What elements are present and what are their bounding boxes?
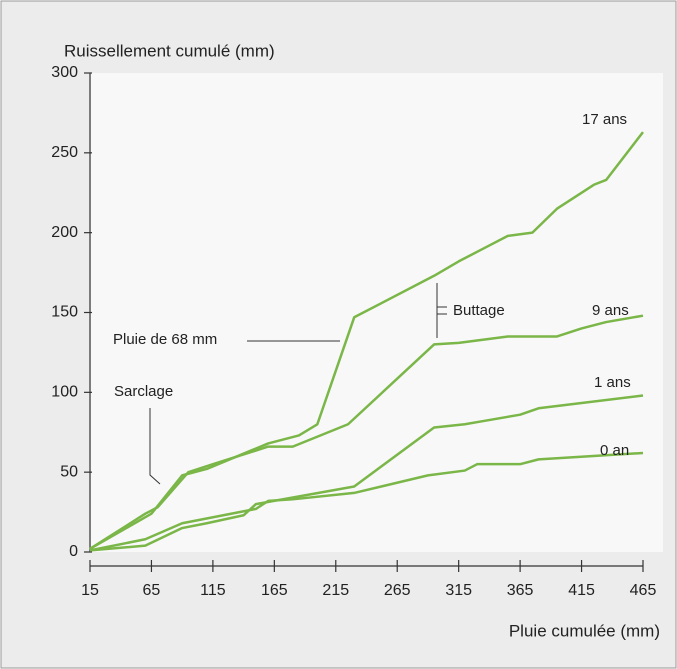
x-axis-title: Pluie cumulée (mm) xyxy=(509,621,660,640)
plot-area xyxy=(91,73,663,552)
x-tick-label: 215 xyxy=(322,582,349,599)
y-tick-label: 200 xyxy=(51,224,78,241)
x-tick-label: 115 xyxy=(200,582,226,599)
annotation: Buttage xyxy=(453,302,505,319)
series-label: 0 an xyxy=(600,442,629,459)
x-tick-label: 315 xyxy=(445,582,472,599)
series-line xyxy=(89,451,644,552)
x-tick-label: 415 xyxy=(568,582,595,599)
annotation: Sarclage xyxy=(114,383,173,400)
annotation: Pluie de 68 mm xyxy=(113,331,217,348)
x-tick-label: 15 xyxy=(81,582,99,599)
series-label: 17 ans xyxy=(582,111,627,128)
series-line xyxy=(89,131,644,550)
y-tick-label: 0 xyxy=(69,543,78,560)
x-tick-label: 165 xyxy=(261,582,288,599)
y-tick-label: 150 xyxy=(51,304,78,321)
series-line xyxy=(89,394,644,552)
x-tick-label: 65 xyxy=(143,582,161,599)
series-label: 1 ans xyxy=(594,374,631,391)
series-label: 9 ans xyxy=(592,302,629,319)
y-tick-label: 250 xyxy=(51,144,78,161)
y-tick-label: 50 xyxy=(60,463,78,480)
y-tick-label: 100 xyxy=(51,384,78,401)
series-line xyxy=(89,314,644,550)
x-tick-label: 265 xyxy=(384,582,411,599)
annotation-pointer xyxy=(149,408,161,485)
x-tick-label: 365 xyxy=(507,582,534,599)
y-axis-title: Ruissellement cumulé (mm) xyxy=(64,41,275,60)
x-tick-label: 465 xyxy=(630,582,657,599)
y-tick-label: 300 xyxy=(51,64,78,81)
